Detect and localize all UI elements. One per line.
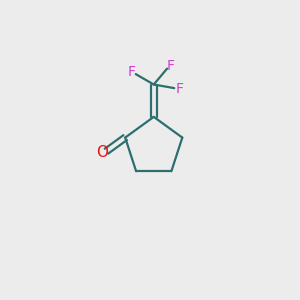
- Text: F: F: [127, 65, 135, 80]
- Text: O: O: [96, 145, 108, 160]
- Text: F: F: [167, 59, 174, 73]
- Text: F: F: [175, 82, 183, 96]
